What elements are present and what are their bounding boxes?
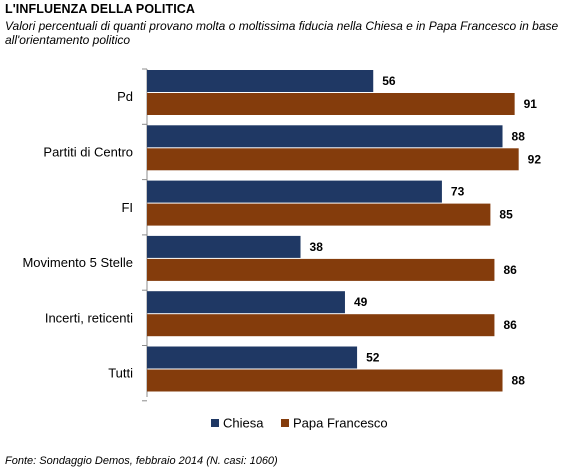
data-label: 52 <box>366 351 380 365</box>
category-label: FI <box>121 200 133 215</box>
data-label: 49 <box>354 295 368 309</box>
data-label: 86 <box>503 318 517 332</box>
data-label: 91 <box>524 97 538 111</box>
bar-papa-francesco <box>147 148 519 171</box>
bar-papa-francesco <box>147 203 491 226</box>
bar-papa-francesco <box>147 369 503 392</box>
data-label: 56 <box>382 74 396 88</box>
legend-label: Papa Francesco <box>293 416 388 431</box>
chart-subtitle: Valori percentuali di quanti provano mol… <box>5 19 559 47</box>
category-label: Pd <box>117 89 133 104</box>
bar-chiesa <box>147 235 301 258</box>
data-label: 85 <box>499 208 513 222</box>
source-note: Fonte: Sondaggio Demos, febbraio 2014 (N… <box>5 455 278 467</box>
legend-swatch <box>281 419 289 427</box>
data-label: 92 <box>528 152 542 166</box>
bar-papa-francesco <box>147 258 495 281</box>
bar-chiesa <box>147 70 374 92</box>
data-label: 73 <box>451 185 465 199</box>
bar-papa-francesco <box>147 314 495 337</box>
category-label: Partiti di Centro <box>43 144 133 159</box>
category-label: Incerti, reticenti <box>45 310 133 325</box>
category-label: Tutti <box>108 366 133 381</box>
bar-papa-francesco <box>147 93 515 115</box>
data-label: 88 <box>512 129 526 143</box>
bar-chiesa <box>147 125 503 148</box>
category-label: Movimento 5 Stelle <box>22 255 133 270</box>
bar-chiesa <box>147 346 358 369</box>
data-label: 86 <box>503 263 517 277</box>
legend-swatch <box>211 419 219 427</box>
bar-chiesa <box>147 291 345 314</box>
data-label: 88 <box>512 374 526 388</box>
data-label: 38 <box>310 240 324 254</box>
bar-chiesa <box>147 180 442 203</box>
chart-title: L'INFLUENZA DELLA POLITICA <box>5 2 196 16</box>
legend-label: Chiesa <box>223 416 264 431</box>
